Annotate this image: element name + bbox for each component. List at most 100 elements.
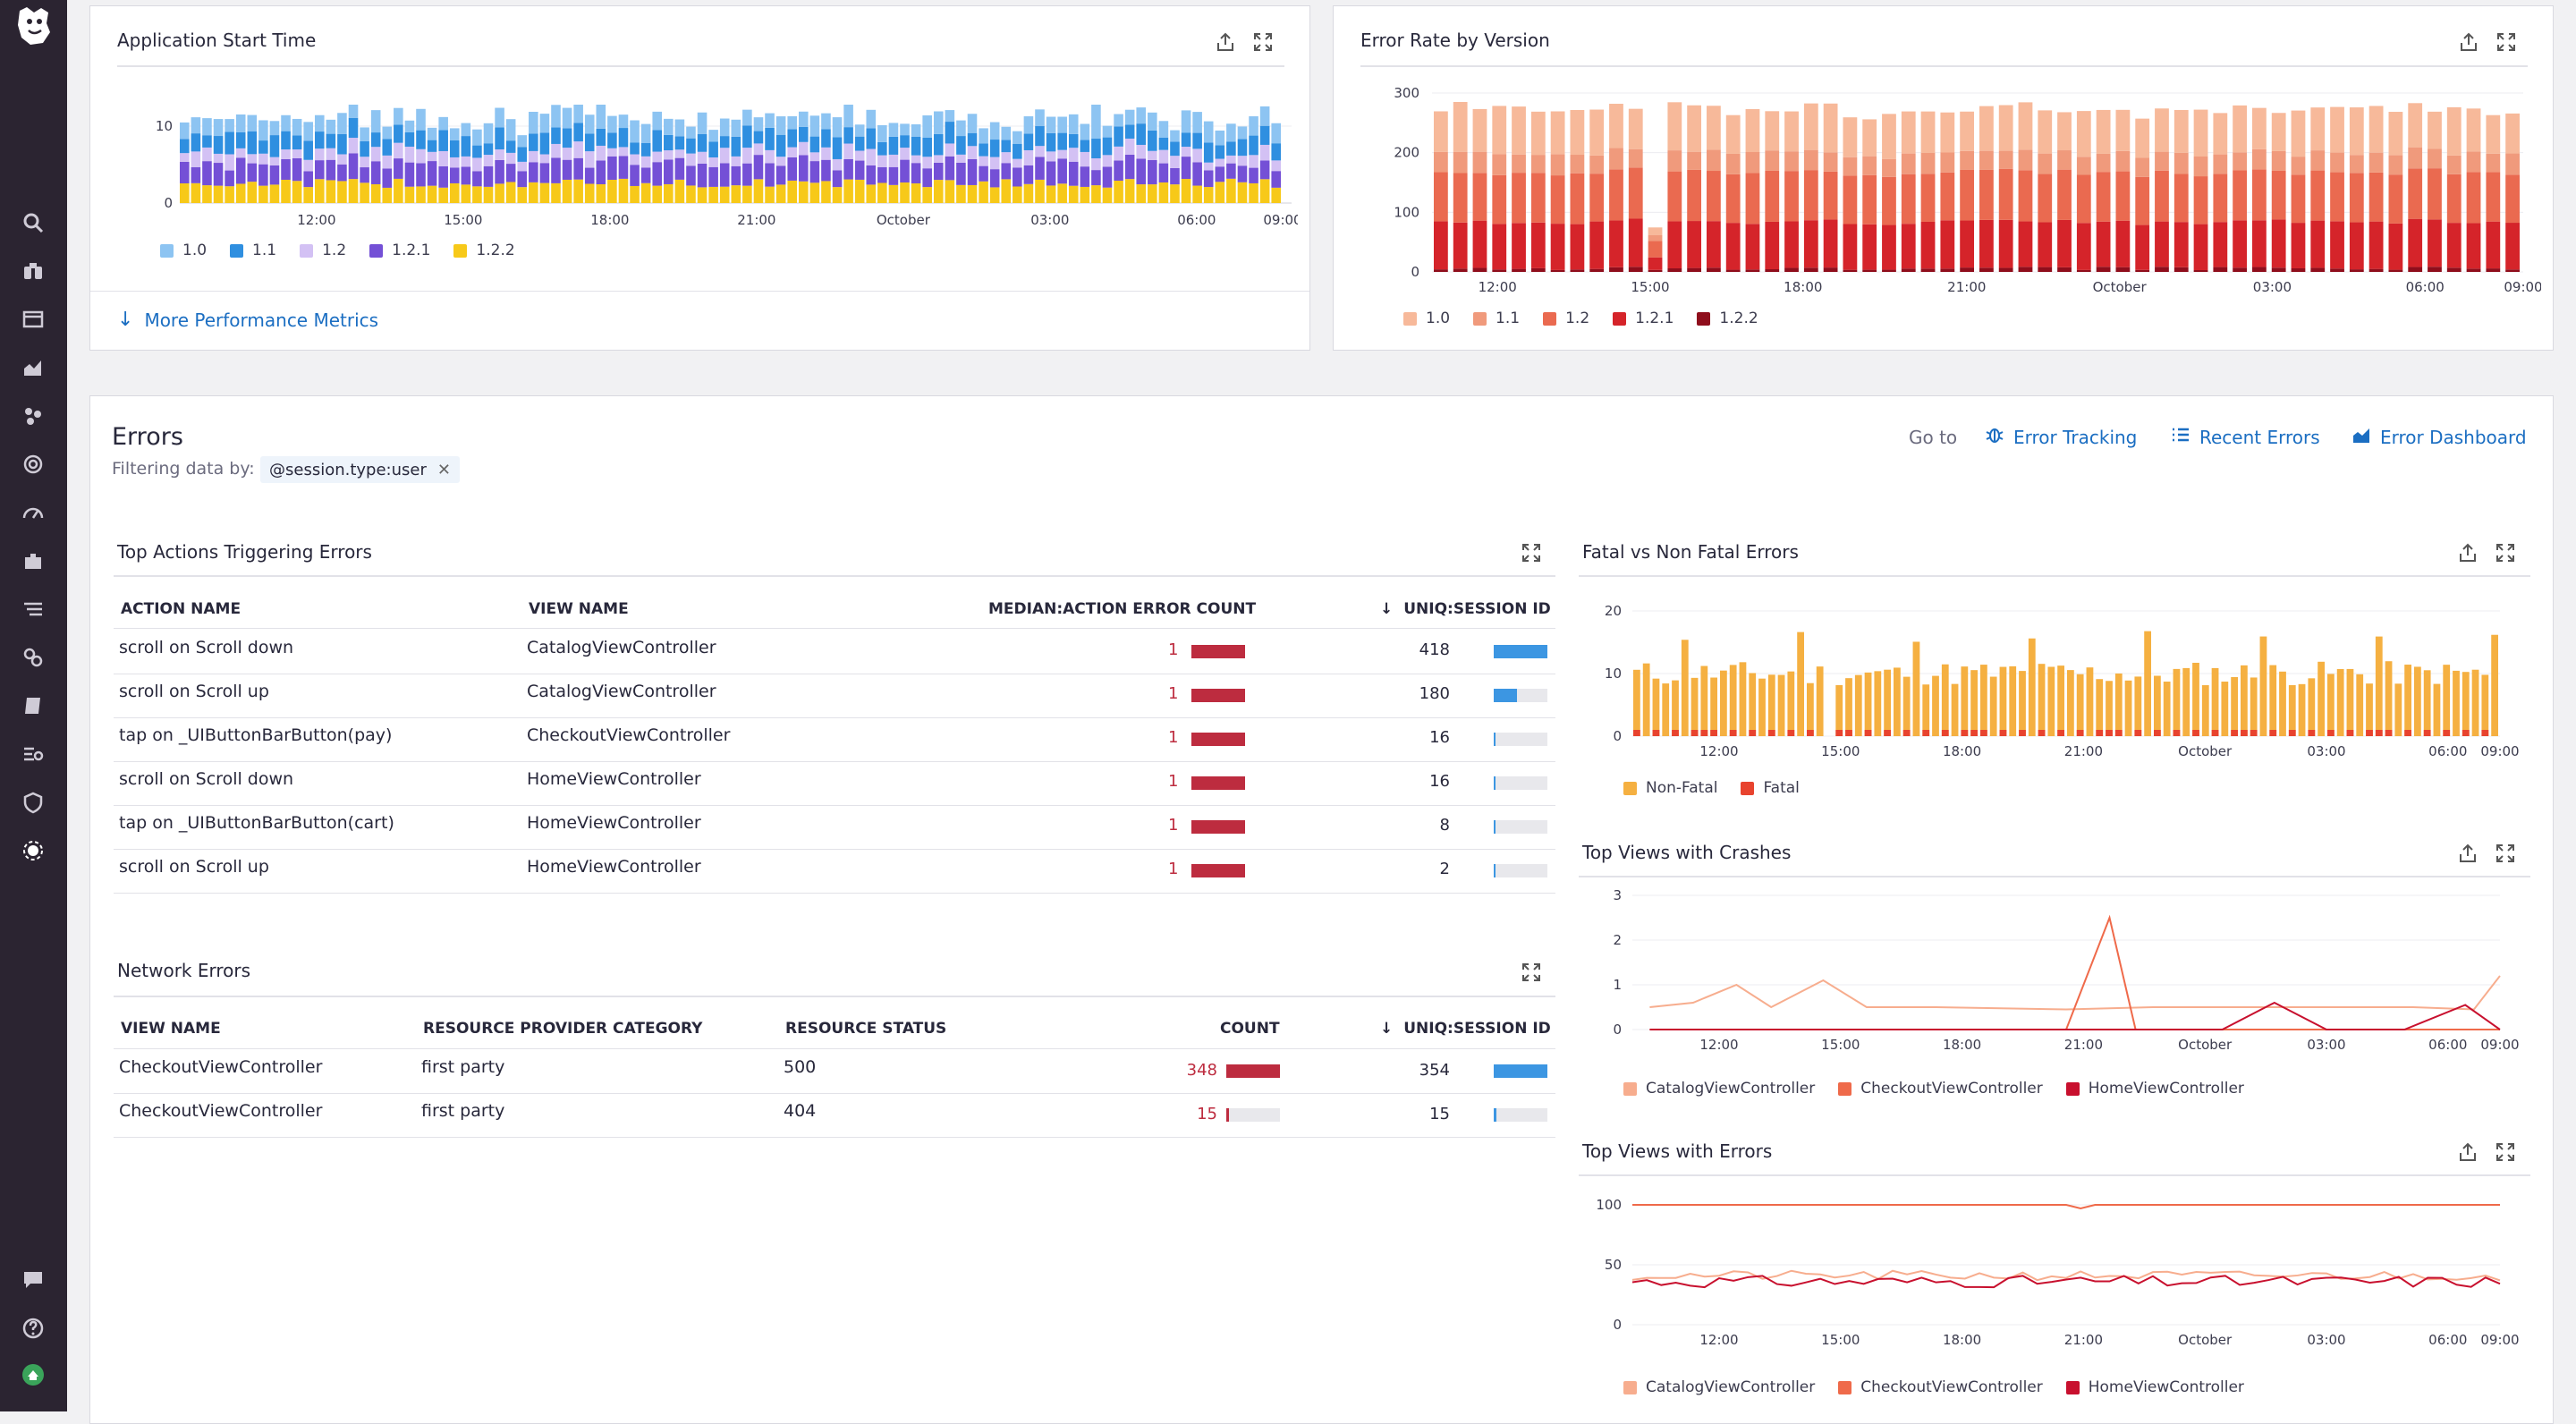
expand-icon[interactable] [2495,542,2516,564]
legend-item[interactable]: 1.2 [300,242,346,259]
bar-segment [2018,170,2033,222]
panel-divider [1360,65,2528,67]
bar-segment [630,154,640,165]
legend-item[interactable]: 1.2.1 [369,242,430,259]
bar-segment [866,128,877,149]
metrics-chart-icon[interactable] [20,354,47,381]
export-icon[interactable] [2457,542,2479,564]
bar-segment [449,140,460,157]
legend-item[interactable]: HomeViewController [2065,1378,2244,1396]
filter-tag[interactable]: @session.type:user ✕ [260,456,460,483]
x-tick-label: 18:00 [590,212,629,228]
bar-segment [2505,113,2520,154]
recent-errors-link[interactable]: Recent Errors [2171,425,2320,449]
legend-item[interactable]: HomeViewController [2065,1080,2244,1098]
column-header-resource-status[interactable]: RESOURCE STATUS [785,1020,947,1038]
apm-gauge-icon[interactable] [20,499,47,526]
search-icon[interactable] [20,209,47,236]
bar-segment [314,179,325,203]
bar-segment [191,166,201,183]
legend-item[interactable]: 1.1 [230,242,276,259]
bar-segment [652,151,663,163]
expand-icon[interactable] [2495,843,2516,864]
bar-segment [225,186,234,203]
watchdog-icon[interactable] [20,451,47,478]
bar-segment [1091,105,1101,140]
column-header-count[interactable]: COUNT [1220,1020,1280,1038]
bar-segment [1259,125,1270,145]
column-header-error-count[interactable]: MEDIAN:ACTION ERROR COUNT [988,600,1257,618]
legend-item[interactable]: 1.2.2 [453,242,515,259]
dashboard-icon[interactable] [20,306,47,333]
column-header-session-id[interactable]: ↓ UNIQ:SESSION ID [1380,1020,1551,1038]
bar-segment [775,165,786,185]
legend-item[interactable]: 1.0 [1403,309,1450,327]
export-icon[interactable] [2457,843,2479,864]
bar-segment [202,135,212,148]
expand-icon[interactable] [1252,31,1274,53]
bar-segment [281,114,291,131]
expand-icon[interactable] [1521,962,1542,983]
bar-nonfatal [1845,678,1852,736]
column-header-view-name[interactable]: VIEW NAME [121,1020,221,1038]
help-icon[interactable] [20,1315,47,1342]
legend-item[interactable]: 1.1 [1473,309,1520,327]
puzzle-icon[interactable] [20,547,47,574]
column-header-provider-category[interactable]: RESOURCE PROVIDER CATEGORY [423,1020,703,1038]
bar-segment [2349,222,2364,270]
bar-segment [1215,182,1225,203]
bar-segment [1550,154,1565,176]
legend-item[interactable]: 1.0 [160,242,207,259]
legend-item[interactable]: CatalogViewController [1623,1080,1815,1098]
bar-segment [213,185,224,203]
bar-segment [517,135,528,148]
bar-segment [2271,113,2286,151]
bar-segment [888,184,899,203]
column-header-action-name[interactable]: ACTION NAME [121,600,242,618]
bar-segment [573,157,583,180]
error-dashboard-link[interactable]: Error Dashboard [2351,425,2527,449]
shield-icon[interactable] [20,789,47,816]
binoculars-icon[interactable] [20,258,47,284]
legend-item[interactable]: Non-Fatal [1623,779,1717,797]
legend-item[interactable]: CheckoutViewController [1838,1378,2043,1396]
integrations-icon[interactable] [20,403,47,429]
expand-icon[interactable] [2496,31,2517,53]
link-icon[interactable] [20,644,47,671]
error-count-bar [1191,820,1245,834]
bar-segment [922,168,932,188]
legend-item[interactable]: 1.2 [1543,309,1589,327]
error-tracking-link[interactable]: Error Tracking [1985,425,2137,449]
legend-item[interactable]: 1.2.2 [1697,309,1758,327]
legend-item[interactable]: CheckoutViewController [1838,1080,2043,1098]
user-avatar-icon[interactable] [20,1361,47,1388]
bar-segment [1136,158,1147,185]
datadog-logo-icon[interactable] [14,5,54,47]
chat-icon[interactable] [20,1267,47,1293]
bar-segment [539,163,550,183]
legend-item[interactable]: Fatal [1741,779,1800,797]
bar-segment [1667,102,1682,151]
notebook-icon[interactable] [20,692,47,719]
export-icon[interactable] [1215,31,1236,53]
legend-item[interactable]: 1.2.1 [1613,309,1674,327]
list-icon [2171,425,2190,449]
bar-segment [394,158,403,179]
close-icon[interactable]: ✕ [436,460,451,479]
export-icon[interactable] [2458,31,2479,53]
legend-item[interactable]: CatalogViewController [1623,1378,1815,1396]
logs-icon[interactable] [20,596,47,623]
expand-icon[interactable] [2495,1141,2516,1163]
bar-segment [2115,150,2131,172]
rum-icon[interactable] [20,837,47,864]
more-performance-metrics-link[interactable]: ↓ More Performance Metrics [117,309,378,331]
traces-icon[interactable] [20,741,47,767]
expand-icon[interactable] [1521,542,1542,564]
column-header-view-name[interactable]: VIEW NAME [529,600,629,618]
bar-segment [1570,109,1585,156]
x-tick-label: 09:00 [1263,212,1298,228]
export-icon[interactable] [2457,1141,2479,1163]
column-header-session-id[interactable]: ↓ UNIQ:SESSION ID [1380,600,1551,618]
bar-segment [911,163,921,184]
bar-segment [809,152,820,162]
